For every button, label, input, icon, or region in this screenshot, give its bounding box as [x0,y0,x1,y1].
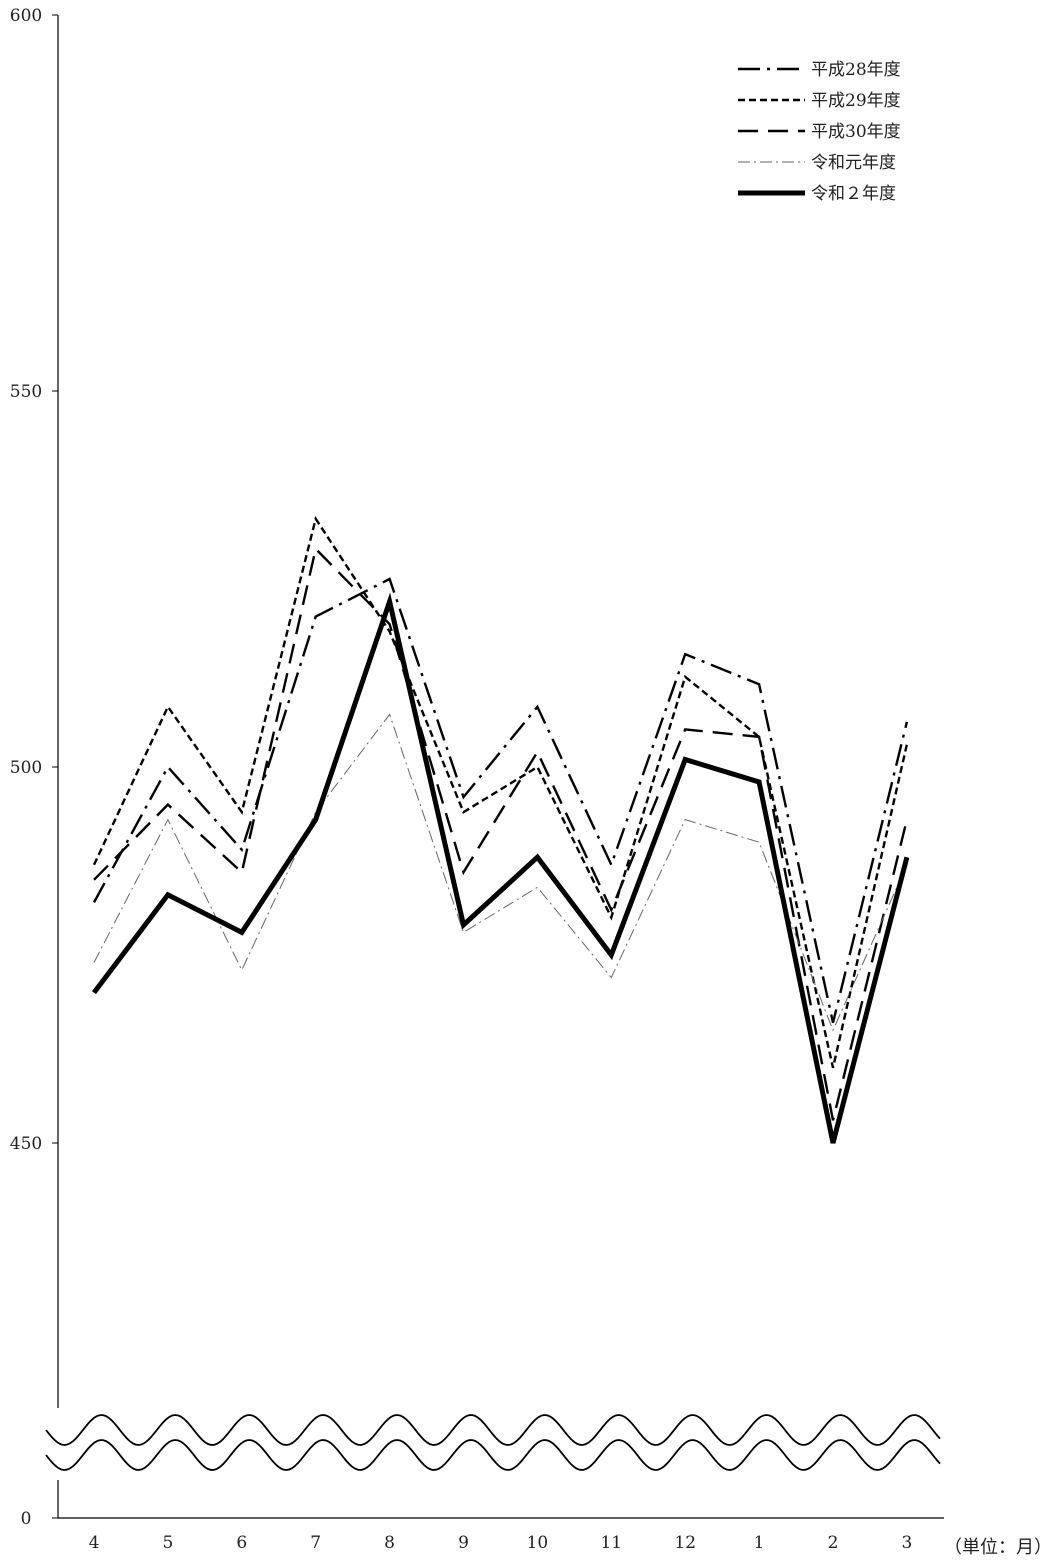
axis-break-wave-upper [45,1414,941,1446]
x-tick-label: 4 [89,1533,100,1553]
series-lines [92,515,910,1144]
y-ticks: 0 450 500 550 600 [10,6,58,1529]
series-line-1 [92,577,909,1023]
y-tick-label: 0 [21,1509,32,1529]
series-line-2 [92,515,909,1069]
y-tick-label: 550 [10,382,42,402]
series-line-5 [92,592,910,1144]
x-tick-label: 7 [310,1533,321,1553]
legend-label-4: 令和元年度 [811,153,896,173]
x-ticks: 4 5 6 7 8 9 10 11 12 1 2 3 [89,1533,913,1553]
legend-label-5: 令和２年度 [811,184,896,204]
x-tick-label: 11 [600,1533,622,1553]
x-tick-label: 10 [527,1533,549,1553]
series-line-3 [93,546,909,1121]
legend-label-3: 平成30年度 [811,122,901,142]
axis-break-gap [46,1408,944,1480]
y-tick-label: 450 [10,1134,42,1154]
y-tick-label: 500 [10,758,42,778]
x-tick-label: 1 [754,1533,765,1553]
y-tick-label: 600 [10,6,42,26]
legend-label-2: 平成29年度 [811,91,901,111]
x-tick-label: 6 [236,1533,247,1553]
legend-label-1: 平成28年度 [811,60,901,80]
unit-label: （単位：月） [944,1537,1052,1558]
x-tick-label: 2 [828,1533,839,1553]
x-tick-label: 9 [458,1533,469,1553]
x-tick-label: 12 [674,1533,696,1553]
x-tick-label: 5 [162,1533,173,1553]
axis-break-mark [45,1408,944,1480]
axis-break-wave-lower [45,1439,941,1471]
x-tick-label: 8 [384,1533,395,1553]
series-line-4 [93,713,908,1032]
x-tick-label: 3 [901,1533,912,1553]
